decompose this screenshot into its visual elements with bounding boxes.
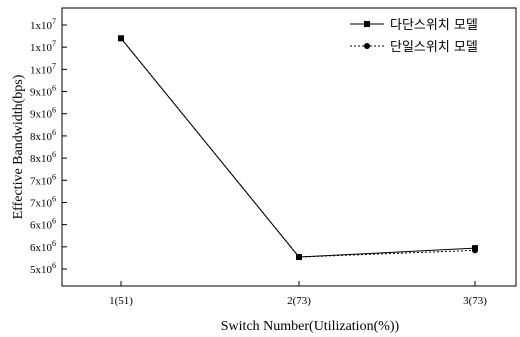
legend-marker-circle: [364, 43, 370, 49]
y-tick-label: 8x106: [30, 128, 56, 143]
y-tick-label: 6x106: [30, 217, 56, 232]
y-tick-label: 8x106: [30, 150, 56, 165]
y-tick-label: 6x106: [30, 239, 56, 254]
legend-label: 다단스위치 모델: [390, 18, 478, 33]
x-tick-label: 3(73): [463, 295, 487, 307]
legend-label: 단일스위치 모델: [390, 40, 478, 55]
data-point-circle: [296, 254, 302, 260]
x-axis-title: Switch Number(Utilization(%)): [221, 319, 400, 334]
y-tick-label: 7x106: [30, 172, 56, 187]
y-tick-label: 7x106: [30, 194, 56, 209]
series-line: [121, 38, 475, 257]
y-tick-label: 9x106: [30, 84, 56, 99]
legend-marker-square: [364, 21, 370, 27]
y-tick-label: 1x107: [30, 17, 56, 32]
x-tick-label: 1(51): [109, 295, 133, 307]
y-tick-label: 9x106: [30, 106, 56, 121]
data-point-circle: [118, 35, 124, 41]
y-axis-title: Effective Bandwidth(bps): [11, 74, 26, 219]
series-line: [121, 38, 475, 257]
y-tick-label: 5x106: [30, 261, 56, 276]
data-point-circle: [472, 247, 478, 253]
series-lines: [121, 38, 475, 257]
y-tick-label: 1x107: [30, 61, 56, 76]
y-tick-label: 1x107: [30, 39, 56, 54]
series-markers: [118, 35, 478, 260]
x-tick-label: 2(73): [287, 295, 311, 307]
ticks: 5x106 6x106 6x106 7x106 7x106 8x106 8x106 9x106…: [30, 17, 487, 307]
